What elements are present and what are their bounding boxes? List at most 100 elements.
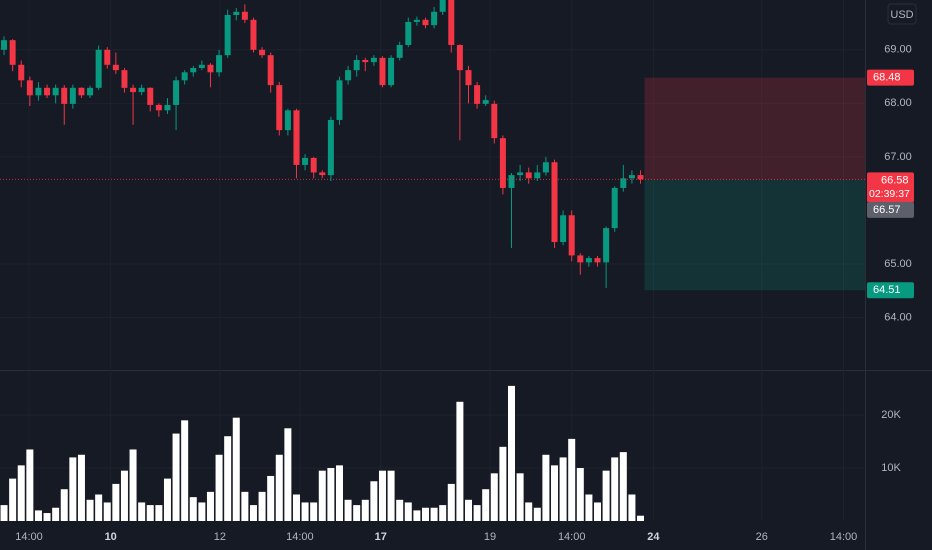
candle-body [164, 104, 171, 111]
volume-bar [559, 457, 567, 521]
x-tick-label: 24 [647, 531, 660, 543]
candle-body [405, 21, 412, 45]
candle-body [568, 215, 575, 256]
x-tick-label: 26 [756, 531, 768, 543]
candle-body [534, 172, 541, 179]
volume-bar [525, 502, 533, 521]
candle-body [345, 70, 352, 81]
volume-bar [594, 502, 602, 521]
volume-bar [628, 494, 636, 521]
currency-box[interactable] [887, 3, 917, 25]
volume-bar [619, 452, 627, 521]
x-tick-label: 10 [105, 531, 117, 543]
x-tick-label: 12 [214, 531, 226, 543]
volume-bar [129, 449, 137, 521]
volume-bar [292, 494, 300, 521]
volume-bar [232, 417, 240, 521]
candle-body [594, 258, 601, 263]
candle-body [69, 87, 76, 104]
volume-bar [637, 515, 645, 521]
candle-body [620, 178, 627, 188]
candle-body [259, 49, 266, 56]
volume-bar [301, 502, 309, 521]
stop-zone [644, 179, 865, 291]
candle-body [353, 59, 360, 71]
volume-bar [206, 491, 214, 521]
volume-bar [430, 507, 438, 521]
volume-bar [576, 468, 584, 521]
candle-body [465, 70, 472, 86]
x-tick-label: 14:00 [15, 531, 43, 543]
volume-bar [533, 507, 541, 521]
volume-bar [447, 483, 455, 521]
candle-body [241, 11, 248, 20]
volume-bar [69, 457, 77, 521]
x-tick-label: 14:00 [558, 531, 586, 543]
volume-bar [60, 489, 68, 521]
candle-body [499, 138, 506, 188]
candle-body [61, 87, 68, 104]
volume-bar [275, 454, 283, 521]
x-tick-label: 14:00 [830, 531, 858, 543]
candle-body [327, 119, 334, 176]
volume-bar [146, 505, 154, 521]
candle-body [577, 255, 584, 263]
volume-bar [327, 468, 335, 521]
volume-bar [413, 510, 421, 521]
candle-body [491, 103, 498, 139]
y-tick-label: 64.00 [884, 311, 912, 323]
candle-body [26, 80, 33, 96]
target-zone [644, 77, 865, 180]
volume-bar [86, 499, 94, 521]
x-tick-label: 19 [484, 531, 496, 543]
volume-bar [34, 510, 42, 521]
volume-bar [284, 428, 292, 521]
volume-bar [181, 420, 189, 521]
volume-bar [464, 499, 472, 521]
volume-bar [344, 499, 352, 521]
volume-bar [258, 491, 266, 521]
last-price-box [867, 172, 914, 203]
volume-bar [163, 478, 171, 521]
candle-body [422, 19, 429, 26]
candle-body [388, 57, 395, 86]
candle-body [87, 87, 94, 96]
volume-bar [387, 470, 395, 521]
candle-body [628, 175, 635, 179]
y-tick-label: 69.00 [884, 44, 912, 56]
volume-bar [396, 499, 404, 521]
volume-bar [215, 454, 223, 521]
candle-body [284, 110, 291, 131]
candle-body [181, 72, 188, 81]
volume-bar [473, 505, 481, 521]
volume-bar [112, 483, 120, 521]
candle-body [121, 70, 128, 88]
candle-body [551, 162, 558, 243]
candle-body [155, 104, 162, 111]
volume-bar [361, 499, 369, 521]
volume-bar [0, 505, 8, 521]
candle-body [482, 100, 489, 104]
volume-bar [224, 436, 232, 521]
volume-bar [585, 494, 593, 521]
candle-body [104, 49, 111, 65]
candle-body [35, 87, 42, 96]
candle-body [112, 64, 119, 71]
candle-body [224, 14, 231, 56]
candle-body [474, 85, 481, 104]
volume-bar [490, 473, 498, 521]
candle-body [585, 258, 592, 263]
candle-body [413, 19, 420, 22]
candle-body [233, 11, 240, 15]
last-price-label: 66.58 [881, 174, 909, 186]
volume-bar [353, 505, 361, 521]
take-profit-label: 68.48 [873, 72, 901, 84]
x-tick-label: 17 [375, 531, 387, 543]
volume-bar [602, 470, 610, 521]
volume-bar [155, 505, 163, 521]
volume-bar [611, 457, 619, 521]
volume-bar [198, 502, 206, 521]
volume-bar [568, 438, 576, 521]
